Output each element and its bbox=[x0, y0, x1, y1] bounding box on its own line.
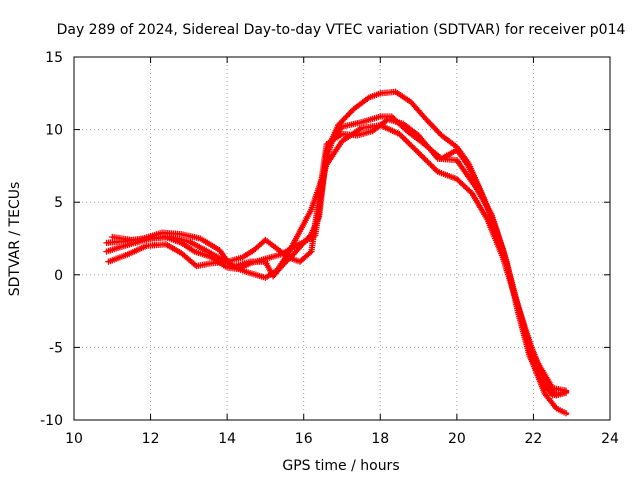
series-track-4 bbox=[109, 88, 570, 399]
series-track-3 bbox=[105, 116, 570, 417]
x-tick-label: 22 bbox=[525, 431, 543, 447]
x-tick-label: 10 bbox=[65, 431, 83, 447]
y-tick-label: -10 bbox=[40, 413, 63, 429]
x-tick-label: 16 bbox=[295, 431, 313, 447]
ticks-layer: 10 12 14 16 18 20 22 24 -10 -5 0 5 10 15 bbox=[40, 50, 619, 447]
series-line bbox=[107, 118, 569, 416]
plus-markers bbox=[103, 122, 570, 399]
x-tick-label: 12 bbox=[142, 431, 160, 447]
x-tick-label: 18 bbox=[371, 431, 389, 447]
x-tick-label: 20 bbox=[448, 431, 466, 447]
series-line bbox=[105, 124, 569, 397]
chart-title: Day 289 of 2024, Sidereal Day-to-day VTE… bbox=[57, 22, 626, 38]
y-tick-label: 10 bbox=[45, 123, 63, 139]
series-track-2 bbox=[103, 122, 570, 399]
series-layer bbox=[103, 88, 570, 417]
y-tick-label: 5 bbox=[54, 195, 63, 211]
y-tick-label: 15 bbox=[45, 50, 63, 66]
plus-markers bbox=[105, 116, 570, 417]
x-axis-label: GPS time / hours bbox=[282, 458, 399, 474]
x-tick-label: 14 bbox=[218, 431, 236, 447]
x-tick-label: 24 bbox=[601, 431, 619, 447]
y-tick-label: -5 bbox=[49, 340, 63, 356]
y-tick-label: 0 bbox=[54, 268, 63, 284]
plus-markers bbox=[109, 88, 570, 399]
y-axis-label: SDTVAR / TECUs bbox=[7, 182, 23, 297]
plot-frame bbox=[73, 56, 611, 421]
